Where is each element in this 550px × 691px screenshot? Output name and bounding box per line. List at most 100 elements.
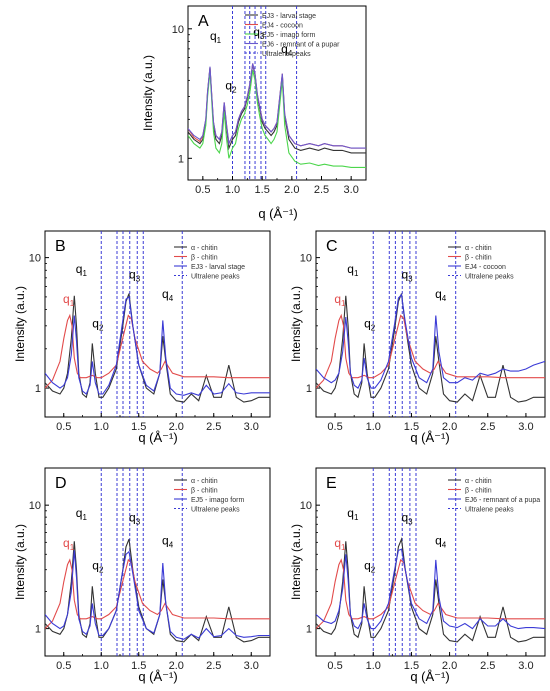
x-tick-label: 1.5 (131, 660, 146, 672)
series-line (45, 538, 270, 643)
series-line (316, 558, 545, 629)
y-tick-label: 1 (35, 624, 41, 636)
x-tick-label: 2.0 (442, 421, 457, 433)
x-tick-label: 1.0 (94, 660, 109, 672)
y-tick-label: 10 (172, 24, 184, 36)
y-tick-label: 1 (306, 624, 312, 636)
peak-label: q2 (225, 78, 237, 94)
peak-label: q2 (364, 317, 376, 333)
x-axis-label: q (Å⁻¹) (410, 430, 449, 445)
legend: α - chitin β - chitin EJ5 - imago form Ultr… (174, 478, 244, 514)
panel-label: C (326, 238, 338, 255)
peak-label: q1 (347, 262, 359, 278)
peak-label: q1 (334, 292, 346, 308)
peak-label: q1 (63, 536, 75, 552)
peak-label: q2 (92, 317, 104, 333)
x-axis-label: q (Å⁻¹) (410, 669, 449, 684)
legend-label: Ultralene peaks (465, 274, 514, 281)
x-tick-label: 2.5 (206, 421, 221, 433)
legend-label: Ultralene peaks (262, 51, 311, 58)
data-lines (316, 537, 545, 643)
y-tick-label: 1 (178, 153, 184, 165)
legend-label: EJ6 - remnant of a pupar (262, 42, 340, 49)
x-axis-label: q (Å⁻¹) (258, 206, 297, 221)
legend-label: α - chitin (191, 245, 218, 252)
peak-label: q1 (210, 29, 222, 45)
peak-label: q3 (401, 510, 413, 526)
legend: α - chitin β - chitin EJ4 - cocoon Ultralen… (448, 245, 514, 281)
x-tick-label: 2.5 (480, 660, 495, 672)
data-lines (188, 63, 366, 168)
peak-label: q3 (129, 268, 141, 284)
x-tick-label: 1.5 (255, 184, 270, 196)
plot-frame (315, 230, 546, 418)
legend-label: Ultralene peaks (191, 274, 240, 281)
x-tick-label: 3.0 (244, 421, 259, 433)
series-line (45, 295, 270, 396)
peak-label: q1 (76, 262, 88, 278)
x-tick-label: 2.0 (284, 184, 299, 196)
y-tick-label: 1 (35, 383, 41, 395)
legend-label: β - chitin (465, 255, 492, 262)
x-tick-label: 2.5 (480, 421, 495, 433)
peak-label: q4 (435, 534, 447, 550)
x-tick-label: 2.0 (169, 660, 184, 672)
legend-label: β - chitin (465, 488, 492, 495)
legend-label: Ultralene peaks (465, 507, 514, 514)
legend: α - chitin β - chitin EJ3 - larval stage Ul… (174, 245, 245, 281)
series-line (316, 293, 545, 403)
panel-label: B (55, 238, 66, 255)
x-tick-label: 1.0 (366, 421, 381, 433)
y-tick-label: 10 (29, 500, 41, 512)
series-line (45, 558, 270, 629)
x-tick-label: 1.0 (366, 660, 381, 672)
y-tick-label: 10 (300, 500, 312, 512)
peak-label: q1 (334, 536, 346, 552)
x-tick-label: 3.0 (518, 660, 533, 672)
y-axis-label: Intensity (a.u.) (289, 286, 303, 362)
peak-label: q3 (129, 510, 141, 526)
legend-label: β - chitin (191, 488, 218, 495)
peak-label: q3 (253, 25, 265, 41)
x-tick-label: 2.0 (169, 421, 184, 433)
legend-label: α - chitin (191, 478, 218, 485)
peak-label: q4 (162, 287, 174, 303)
legend-label: EJ4 - cocoon (262, 23, 303, 30)
y-axis-label: Intensity (a.u.) (13, 286, 27, 362)
x-tick-label: 3.0 (244, 660, 259, 672)
data-lines (45, 538, 270, 643)
legend-label: α - chitin (465, 245, 492, 252)
x-tick-label: 0.5 (56, 421, 71, 433)
peak-label: q1 (63, 292, 75, 308)
y-axis-label: Intensity (a.u.) (289, 524, 303, 600)
legend-label: α - chitin (465, 478, 492, 485)
data-lines (316, 293, 545, 403)
x-axis-label: q (Å⁻¹) (138, 430, 177, 445)
series-line (316, 313, 545, 389)
y-axis-label: Intensity (a.u.) (141, 55, 155, 131)
x-tick-label: 1.0 (225, 184, 240, 196)
peak-label: q4 (281, 42, 293, 58)
series-line (45, 313, 270, 389)
x-tick-label: 2.5 (206, 660, 221, 672)
peak-label: q4 (435, 287, 447, 303)
legend: EJ3 - larval stage EJ4 - cocoon EJ5 - imag… (245, 13, 340, 58)
x-axis-label: q (Å⁻¹) (138, 669, 177, 684)
x-tick-label: 2.0 (442, 660, 457, 672)
legend: α - chitin β - chitin EJ6 - remnant of a p… (448, 478, 540, 514)
peak-label: q3 (401, 268, 413, 284)
x-tick-label: 0.5 (56, 660, 71, 672)
series-line (316, 548, 545, 630)
legend-label: EJ5 - imago form (262, 32, 315, 39)
y-tick-label: 1 (306, 383, 312, 395)
panel-label: D (55, 475, 67, 492)
y-tick-label: 10 (300, 253, 312, 265)
series-line (316, 293, 545, 389)
plot-frame (44, 230, 271, 418)
x-tick-label: 0.5 (327, 421, 342, 433)
peak-label: q2 (364, 559, 376, 575)
legend-label: EJ3 - larval stage (191, 264, 245, 271)
